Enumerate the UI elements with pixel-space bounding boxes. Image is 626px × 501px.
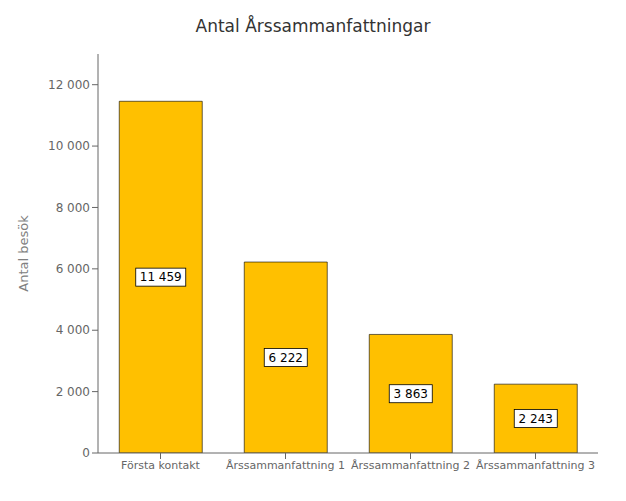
svg-text:4 000: 4 000 <box>56 323 90 337</box>
svg-text:Årssammanfattning 2: Årssammanfattning 2 <box>351 459 470 472</box>
svg-text:2 243: 2 243 <box>519 412 553 426</box>
svg-text:2 000: 2 000 <box>56 385 90 399</box>
svg-text:6 222: 6 222 <box>269 351 303 365</box>
svg-text:10 000: 10 000 <box>48 139 90 153</box>
svg-text:Antal besök: Antal besök <box>16 215 31 292</box>
svg-text:Första kontakt: Första kontakt <box>121 459 201 472</box>
svg-text:Årssammanfattning 1: Årssammanfattning 1 <box>226 459 345 472</box>
svg-text:6 000: 6 000 <box>56 262 90 276</box>
svg-text:12 000: 12 000 <box>48 78 90 92</box>
html-text:Antal Årssammanfattningar: Antal Årssammanfattningar <box>195 16 431 36</box>
svg-text:Årssammanfattning 3: Årssammanfattning 3 <box>476 459 595 472</box>
svg-text:0: 0 <box>82 446 90 460</box>
svg-text:11 459: 11 459 <box>140 270 182 284</box>
svg-text:3 863: 3 863 <box>394 387 428 401</box>
svg-text:8 000: 8 000 <box>56 201 90 215</box>
